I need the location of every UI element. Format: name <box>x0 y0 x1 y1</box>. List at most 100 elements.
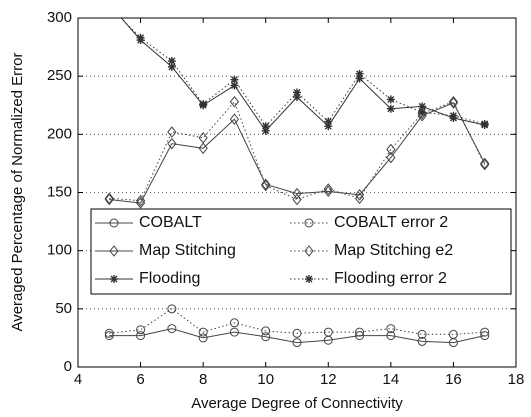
marker <box>104 193 114 206</box>
marker <box>324 122 333 131</box>
marker <box>135 194 146 207</box>
x-tick-label: 18 <box>508 371 525 388</box>
x-axis-label: Average Degree of Connectivity <box>191 395 403 412</box>
marker <box>355 331 365 341</box>
marker <box>261 126 270 135</box>
marker <box>355 69 364 78</box>
marker <box>480 327 490 337</box>
marker <box>386 324 396 334</box>
marker <box>418 102 427 111</box>
marker <box>386 95 395 104</box>
marker <box>135 197 146 209</box>
marker <box>355 74 364 83</box>
y-tick-label: 300 <box>47 9 72 26</box>
marker <box>293 93 301 102</box>
marker <box>304 245 314 257</box>
series-line <box>109 328 485 344</box>
marker <box>305 275 313 283</box>
marker <box>417 336 427 346</box>
marker <box>292 187 302 200</box>
marker <box>480 119 489 128</box>
x-tick-label: 6 <box>136 371 144 388</box>
marker <box>304 218 314 228</box>
plot-frame <box>77 17 517 368</box>
legend-label: COBALT <box>139 214 202 231</box>
marker <box>261 332 271 342</box>
marker <box>136 325 146 335</box>
marker <box>104 328 114 338</box>
marker <box>198 142 208 155</box>
marker <box>323 327 333 337</box>
marker <box>480 331 490 341</box>
x-tick-label: 12 <box>320 371 337 388</box>
marker <box>261 178 271 191</box>
x-tick-label: 4 <box>74 371 82 388</box>
marker <box>448 97 459 109</box>
plot-area <box>104 18 490 348</box>
legend-label: COBALT error 2 <box>334 214 448 231</box>
marker <box>386 151 396 164</box>
legend-label: Map Stitching <box>139 242 236 259</box>
legend-label: Flooding error 2 <box>334 270 447 287</box>
marker <box>386 104 395 113</box>
marker <box>110 275 118 283</box>
marker <box>480 157 490 170</box>
marker <box>448 95 459 108</box>
marker <box>198 327 208 337</box>
marker <box>480 158 490 171</box>
x-tick-label: 14 <box>383 371 400 388</box>
marker <box>354 189 365 201</box>
y-axis-label: Averaged Percentage of Normalized Error <box>9 52 26 331</box>
legend-label: Map Stitching e2 <box>334 242 453 259</box>
marker <box>229 113 240 126</box>
marker <box>386 143 396 156</box>
x-tick-label: 10 <box>257 371 274 388</box>
marker <box>292 328 302 338</box>
marker <box>109 218 119 228</box>
marker <box>167 137 177 150</box>
marker <box>198 333 208 343</box>
marker <box>448 329 458 339</box>
marker <box>324 117 333 126</box>
legend-box <box>90 208 512 295</box>
marker <box>136 331 146 341</box>
marker <box>199 100 208 109</box>
marker <box>230 81 239 90</box>
marker <box>292 338 302 348</box>
marker <box>229 318 239 328</box>
marker <box>355 327 365 337</box>
y-tick-label: 50 <box>55 300 72 317</box>
marker <box>261 326 271 336</box>
x-tick-label: 16 <box>445 371 462 388</box>
legend-label: Flooding <box>139 270 200 287</box>
marker <box>167 57 176 66</box>
marker <box>229 95 240 108</box>
y-tick-label: 100 <box>47 242 72 259</box>
marker <box>229 327 239 337</box>
marker <box>261 179 271 192</box>
marker <box>417 329 427 339</box>
marker <box>230 75 239 84</box>
marker <box>136 33 145 42</box>
marker <box>418 108 427 117</box>
y-tick-label: 200 <box>47 125 72 142</box>
x-tick-label: 8 <box>199 371 207 388</box>
marker <box>104 331 114 341</box>
marker <box>104 192 114 205</box>
marker <box>261 122 270 131</box>
marker <box>167 62 176 71</box>
marker <box>167 126 177 138</box>
marker <box>293 88 301 97</box>
marker <box>323 183 333 195</box>
marker <box>198 132 208 144</box>
marker <box>167 304 177 314</box>
marker <box>109 245 119 257</box>
marker <box>292 193 302 206</box>
marker <box>167 324 177 334</box>
marker <box>449 111 458 120</box>
series-line <box>109 308 485 335</box>
marker <box>354 192 365 205</box>
y-tick-label: 150 <box>47 183 72 200</box>
y-tick-label: 0 <box>64 358 72 375</box>
